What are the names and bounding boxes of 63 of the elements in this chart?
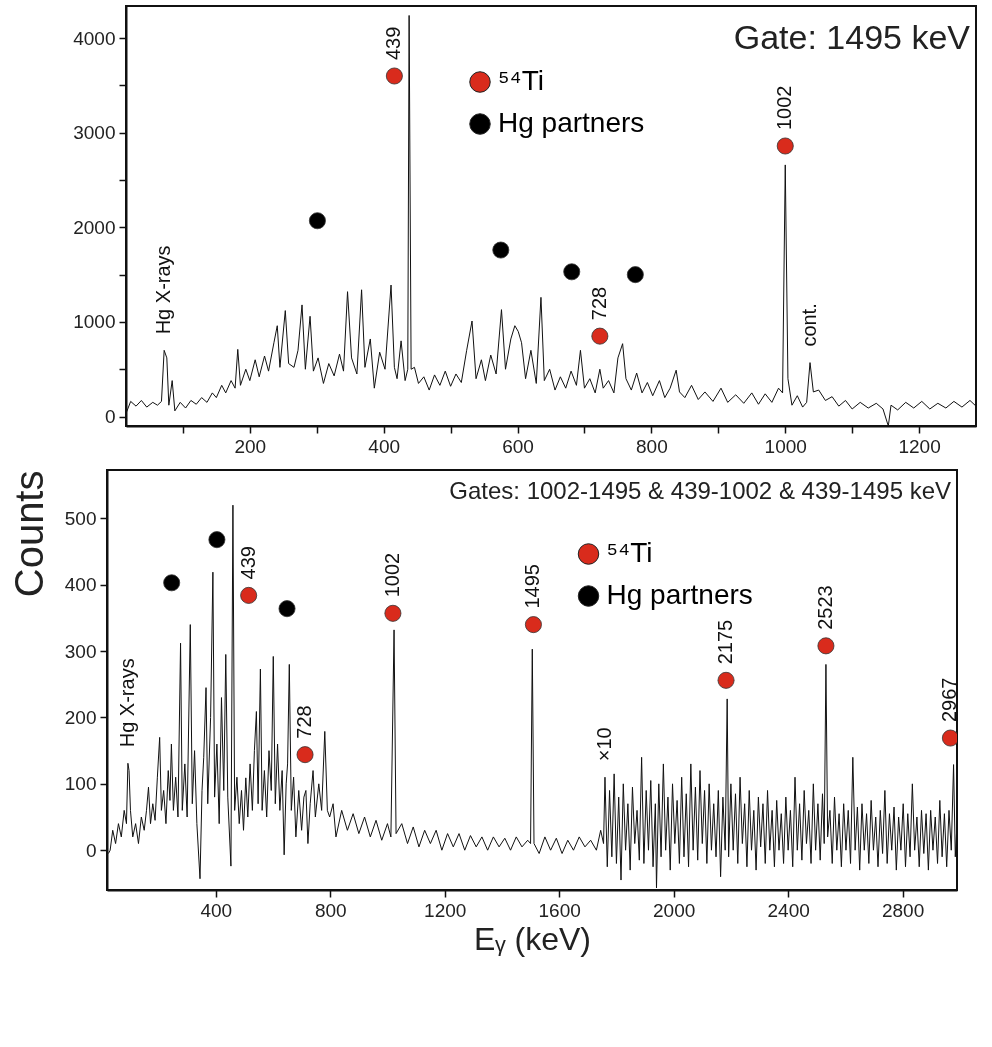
point <box>563 263 581 281</box>
legend-label: Hg partners <box>606 579 753 610</box>
y-tick-label: 1000 <box>73 311 116 333</box>
point <box>776 137 794 155</box>
x-tick-label: 600 <box>502 435 534 457</box>
chart-title: Gates: 1002-1495 & 439-1002 & 439-1495 keV <box>449 477 951 505</box>
y-tick-label: 4000 <box>73 27 116 49</box>
y-tick-label: 200 <box>64 706 97 728</box>
x-tick-label: 1600 <box>538 899 581 921</box>
point <box>385 67 403 85</box>
annotation: 439 <box>382 26 405 60</box>
point <box>817 637 835 655</box>
x-tick-label: 2400 <box>767 899 810 921</box>
y-tick-label: 0 <box>104 406 116 428</box>
point <box>492 241 510 259</box>
y-tick-label: 500 <box>64 507 97 529</box>
x-tick-label: 200 <box>234 435 267 457</box>
point <box>208 531 226 549</box>
point <box>296 746 314 764</box>
point <box>524 616 542 634</box>
chart-title: Gate: 1495 keV <box>733 18 971 57</box>
annotation: 2523 <box>813 585 836 630</box>
point <box>941 729 957 747</box>
annotation: 728 <box>587 286 610 321</box>
x-tick-label: 2000 <box>653 899 696 921</box>
x-tick-label: 1000 <box>764 435 807 457</box>
x-tick-label: 800 <box>636 435 668 457</box>
point <box>163 574 181 592</box>
y-tick-label: 3000 <box>73 122 116 144</box>
point <box>717 671 735 689</box>
annotation: 1002 <box>380 552 403 598</box>
annotation: 1495 <box>521 564 544 609</box>
point <box>240 586 258 604</box>
y-tick-label: 100 <box>64 773 97 795</box>
y-tick-label: 400 <box>64 574 97 596</box>
annotation: cont. <box>798 303 821 347</box>
point <box>626 266 644 284</box>
x-tick-label: 400 <box>368 435 401 457</box>
y-tick-label: 300 <box>64 640 97 662</box>
x-tick-label: 400 <box>200 899 233 921</box>
legend-label: ⁵⁴Ti <box>606 537 653 568</box>
legend-label: ⁵⁴Ti <box>498 65 544 96</box>
annotation: 2175 <box>714 619 737 665</box>
y-tick-label: 0 <box>85 839 97 861</box>
point <box>591 327 609 345</box>
annotation: 439 <box>236 546 259 580</box>
annotation: 2967 <box>938 677 961 723</box>
legend-label: Hg partners <box>498 107 645 138</box>
x-tick-label: 1200 <box>898 435 941 457</box>
y-tick-label: 2000 <box>73 216 116 238</box>
annotation: Hg X-rays <box>152 245 175 335</box>
x-tick-label: 800 <box>314 899 347 921</box>
annotation: Hg X-rays <box>115 658 138 748</box>
point <box>308 212 326 230</box>
annotation: 728 <box>293 705 316 739</box>
annotation: ×10 <box>592 727 615 762</box>
x-tick-label: 2800 <box>881 899 925 921</box>
point <box>278 600 296 618</box>
x-axis-title: Eᵧ (keV) <box>474 920 591 957</box>
x-tick-label: 1200 <box>424 899 467 921</box>
annotation: 1002 <box>773 85 796 130</box>
y-axis-title: Counts <box>6 470 51 598</box>
point <box>384 604 402 622</box>
